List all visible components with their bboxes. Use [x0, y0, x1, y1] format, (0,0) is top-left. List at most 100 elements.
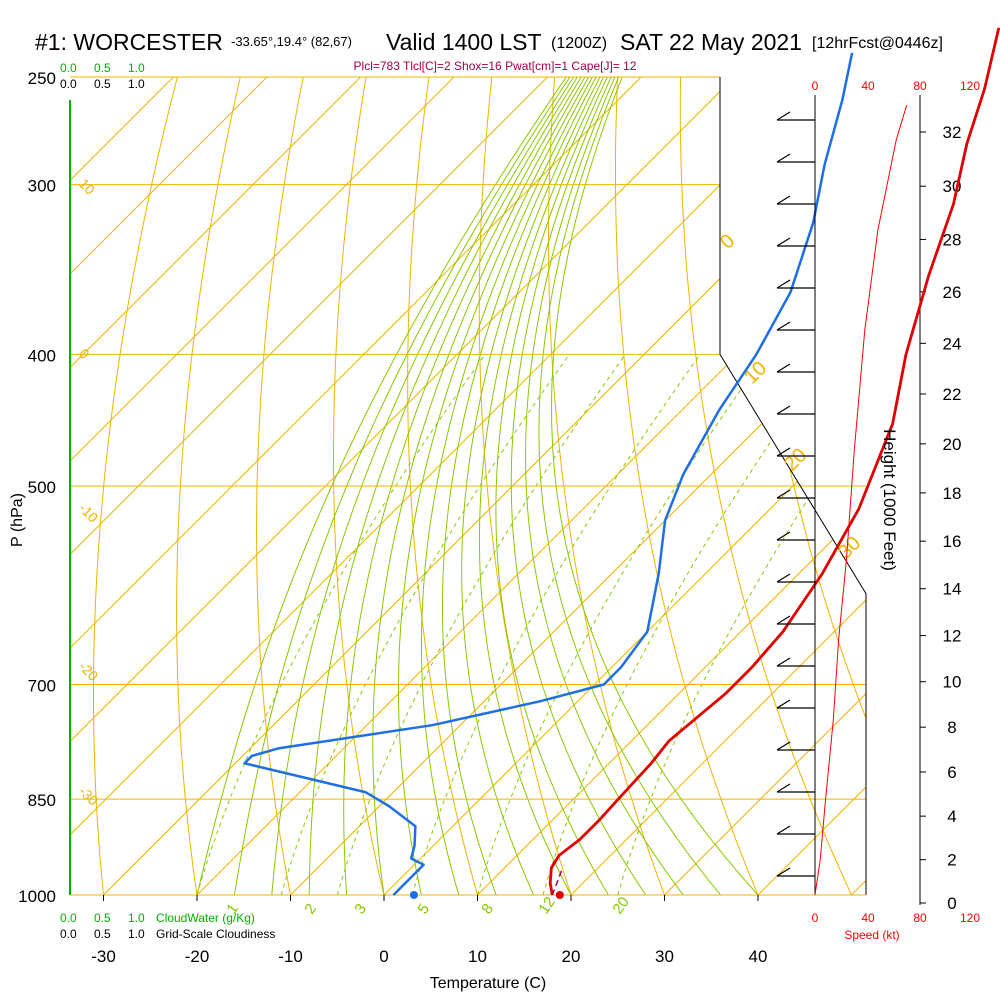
cloudwater-top-tick: 1.0 [128, 61, 145, 75]
height-tick-label: 6 [947, 763, 956, 782]
mixing-ratio-line [337, 354, 625, 895]
isotherm-label-right: 30 [834, 532, 865, 563]
dry-adiabat-line [334, 53, 392, 924]
y-axis-title: P (hPa) [9, 493, 26, 547]
wind-barb-flag [777, 238, 790, 246]
wind-barb-flag [777, 826, 790, 834]
wind-barb-flag [777, 784, 790, 792]
cloudiness-bottom-tick: 1.0 [128, 927, 145, 941]
height-tick-label: 2 [947, 851, 956, 870]
valid-time: Valid 1400 LST [386, 29, 542, 55]
dry-adiabat-line [992, 53, 1000, 924]
speed-bottom-tick: 0 [812, 911, 819, 925]
cloudwater-top-tick: 0.5 [94, 61, 111, 75]
x-tick-label: 20 [562, 947, 581, 966]
station-title: #1: WORCESTER [35, 29, 223, 55]
x-tick-label: 10 [468, 947, 487, 966]
forecast-info: [12hrFcst@0446z] [812, 35, 943, 52]
height-tick-label: 20 [943, 435, 962, 454]
x-tick-label: 30 [655, 947, 674, 966]
dry-adiabat-line [177, 53, 246, 924]
height-tick-label: 14 [943, 580, 962, 599]
wind-barb-flag [777, 196, 790, 204]
wind-barb-flag [777, 112, 790, 120]
dry-adiabat-line [94, 53, 184, 924]
height-tick-label: 16 [943, 532, 962, 551]
wind-barb-flag [777, 658, 790, 666]
speed-top-tick: 40 [861, 79, 875, 93]
mixing-ratio-label: 3 [351, 901, 370, 918]
mixing-ratio-label: 12 [535, 894, 558, 917]
isotherm-label-right: 20 [780, 444, 811, 475]
mixing-ratio-label: 2 [301, 901, 320, 918]
dry-adiabat-line [616, 53, 771, 924]
x-tick-label: -20 [185, 947, 210, 966]
x-tick-label: -10 [278, 947, 303, 966]
dewpoint-profile [245, 53, 853, 895]
cloudwater-bottom-tick: 1.0 [128, 911, 145, 925]
isotherm-label: -30 [76, 783, 102, 809]
cloudiness-top-tick: 1.0 [128, 77, 145, 91]
isotherm-label: -10 [76, 500, 102, 526]
surface-dewpoint-marker [410, 891, 418, 899]
mixing-ratio-label: 20 [609, 894, 632, 917]
clipped-grid [0, 53, 1000, 924]
wind-barb-flag [777, 700, 790, 708]
speed-bottom-tick: 80 [913, 911, 927, 925]
pressure-tick-label: 700 [28, 677, 56, 696]
height-axis-title: Height (1000 Feet) [880, 429, 899, 571]
mixing-ratio-label: 8 [478, 901, 497, 918]
speed-top-tick: 0 [812, 79, 819, 93]
pressure-tick-label: 250 [28, 69, 56, 88]
cloudiness-bottom-tick: 0.5 [94, 927, 111, 941]
pressure-tick-label: 850 [28, 791, 56, 810]
speed-top-tick: 120 [960, 79, 980, 93]
isotherm-label: -20 [76, 658, 102, 684]
cloudwater-top-tick: 0.0 [60, 61, 77, 75]
mixing-ratio-line [618, 354, 906, 895]
height-tick-label: 28 [943, 230, 962, 249]
dry-adiabat-line [257, 53, 309, 924]
mixing-ratio-label: 5 [414, 901, 433, 918]
height-tick-label: 26 [943, 283, 962, 302]
dry-adiabat-line [805, 53, 1000, 924]
chart-labels: #1: WORCESTER -33.65°,19.4° (82,67) Vali… [9, 29, 980, 992]
height-tick-label: 4 [947, 807, 956, 826]
x-tick-label: 0 [379, 947, 388, 966]
cloudiness-bottom-tick: 0.0 [60, 927, 77, 941]
wind-barb-flag [777, 574, 790, 582]
height-tick-label: 32 [943, 123, 962, 142]
wind-barb-flag [777, 742, 790, 750]
pressure-tick-label: 500 [28, 478, 56, 497]
height-tick-label: 0 [947, 894, 956, 913]
wind-barb-flag [777, 154, 790, 162]
isotherm-label: 10 [76, 175, 98, 197]
sounding-params: Plcl=783 Tlcl[C]=2 Shox=16 Pwat[cm]=1 Ca… [354, 59, 637, 73]
height-tick-label: 10 [943, 673, 962, 692]
pressure-tick-label: 300 [28, 177, 56, 196]
height-tick-label: 22 [943, 385, 962, 404]
speed-axis-title: Speed (kt) [844, 928, 899, 942]
pressure-tick-label: 1000 [18, 887, 56, 906]
dry-adiabat-line [479, 53, 580, 924]
valid-date: SAT 22 May 2021 [620, 29, 802, 55]
isotherm-label-right: 0 [716, 230, 739, 253]
wind-barb-flag [777, 406, 790, 414]
height-tick-label: 18 [943, 484, 962, 503]
temperature-profile [550, 28, 999, 895]
x-tick-label: -30 [91, 947, 116, 966]
cloudiness-top-tick: 0.5 [94, 77, 111, 91]
height-tick-label: 24 [943, 334, 962, 353]
wind-barb-flag [777, 364, 790, 372]
speed-bottom-tick: 120 [960, 911, 980, 925]
station-coords: -33.65°,19.4° (82,67) [231, 34, 352, 49]
wind-barb-flag [777, 280, 790, 288]
x-axis-title: Temperature (C) [430, 975, 546, 992]
cloudiness-top-tick: 0.0 [60, 77, 77, 91]
zulu-time: (1200Z) [551, 35, 607, 52]
surface-temperature-marker [556, 891, 564, 899]
speed-top-tick: 80 [913, 79, 927, 93]
speed-bottom-tick: 40 [861, 911, 875, 925]
